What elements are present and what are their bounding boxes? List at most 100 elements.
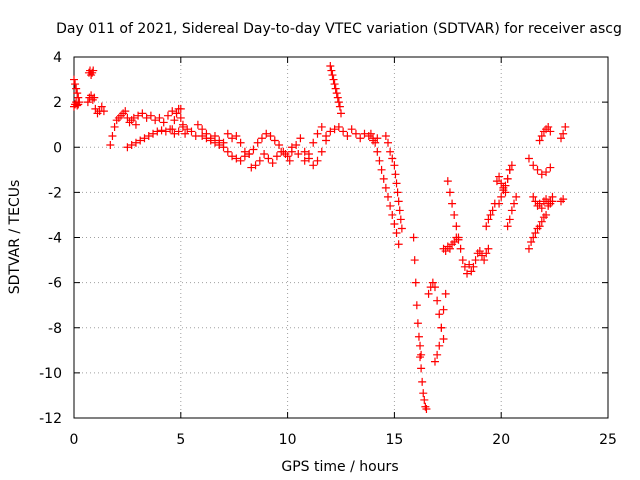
data-point [110, 122, 119, 131]
data-point [497, 192, 506, 201]
data-point [334, 98, 343, 107]
data-point [309, 161, 318, 170]
data-point [437, 323, 446, 332]
data-point [375, 156, 384, 165]
data-point [366, 129, 375, 138]
data-point [285, 156, 294, 165]
data-point [296, 134, 305, 143]
data-point [396, 215, 405, 224]
axis-ticks [73, 56, 609, 419]
data-point [414, 332, 423, 341]
data-point [394, 240, 403, 249]
data-point [450, 210, 459, 219]
data-point [460, 262, 469, 271]
data-point [327, 66, 336, 75]
data-point [410, 256, 419, 265]
data-point [223, 129, 232, 138]
data-point [272, 152, 281, 161]
data-point [266, 131, 275, 140]
data-point [475, 247, 484, 256]
x-tick-label: 20 [492, 432, 510, 448]
data-point [90, 93, 99, 102]
data-point [131, 120, 140, 129]
data-point [503, 174, 512, 183]
data-point [465, 260, 474, 269]
data-point [430, 283, 439, 292]
data-point [155, 113, 164, 122]
data-point [313, 156, 322, 165]
data-point [330, 80, 339, 89]
data-point [174, 104, 183, 113]
data-point [140, 134, 149, 143]
data-point [153, 127, 162, 136]
data-point [542, 168, 551, 177]
data-point [383, 138, 392, 147]
data-point [390, 219, 399, 228]
data-point [495, 199, 504, 208]
data-point [232, 154, 241, 163]
y-tick-label: 4 [53, 50, 62, 66]
data-point [331, 84, 340, 93]
data-point [507, 206, 516, 215]
data-point [439, 305, 448, 314]
data-point [377, 165, 386, 174]
y-tick-label: 0 [53, 140, 62, 156]
data-point [134, 111, 143, 120]
data-point [129, 113, 138, 122]
data-point [334, 122, 343, 131]
data-point [304, 150, 313, 159]
data-point [557, 134, 566, 143]
data-point [482, 222, 491, 231]
data-point [548, 197, 557, 206]
data-point [394, 197, 403, 206]
data-point [535, 136, 544, 145]
data-point [533, 165, 542, 174]
data-point [524, 244, 533, 253]
data-point [499, 186, 508, 195]
y-tick-label: -4 [48, 231, 62, 247]
data-point [435, 310, 444, 319]
data-point [292, 140, 301, 149]
data-point [157, 126, 166, 135]
data-point [215, 140, 224, 149]
data-point [236, 138, 245, 147]
data-point [91, 104, 100, 113]
data-point [471, 256, 480, 265]
data-point [537, 217, 546, 226]
data-point [326, 62, 335, 71]
data-point [391, 170, 400, 179]
data-point [371, 138, 380, 147]
data-point [287, 143, 296, 152]
data-point [144, 131, 153, 140]
data-point [512, 192, 521, 201]
data-point [170, 129, 179, 138]
data-point [351, 129, 360, 138]
grid [74, 57, 608, 418]
data-point [89, 66, 98, 75]
data-point [412, 301, 421, 310]
data-point [424, 289, 433, 298]
data-point [416, 353, 425, 362]
y-tick-label: -2 [48, 185, 62, 201]
x-tick-label: 0 [70, 432, 79, 448]
data-point [386, 147, 395, 156]
data-point [121, 107, 130, 116]
data-point [388, 154, 397, 163]
data-point [183, 125, 192, 134]
data-point [381, 183, 390, 192]
y-tick-label: -6 [48, 276, 62, 292]
data-point [294, 150, 303, 159]
data-point [300, 147, 309, 156]
data-point [369, 134, 378, 143]
data-point [236, 156, 245, 165]
data-point [433, 350, 442, 359]
data-point [507, 161, 516, 170]
x-tick-label: 15 [385, 432, 403, 448]
data-point [247, 163, 256, 172]
data-point [373, 147, 382, 156]
data-point [452, 222, 461, 231]
data-point [529, 192, 538, 201]
data-point [397, 224, 406, 233]
data-point [159, 118, 168, 127]
